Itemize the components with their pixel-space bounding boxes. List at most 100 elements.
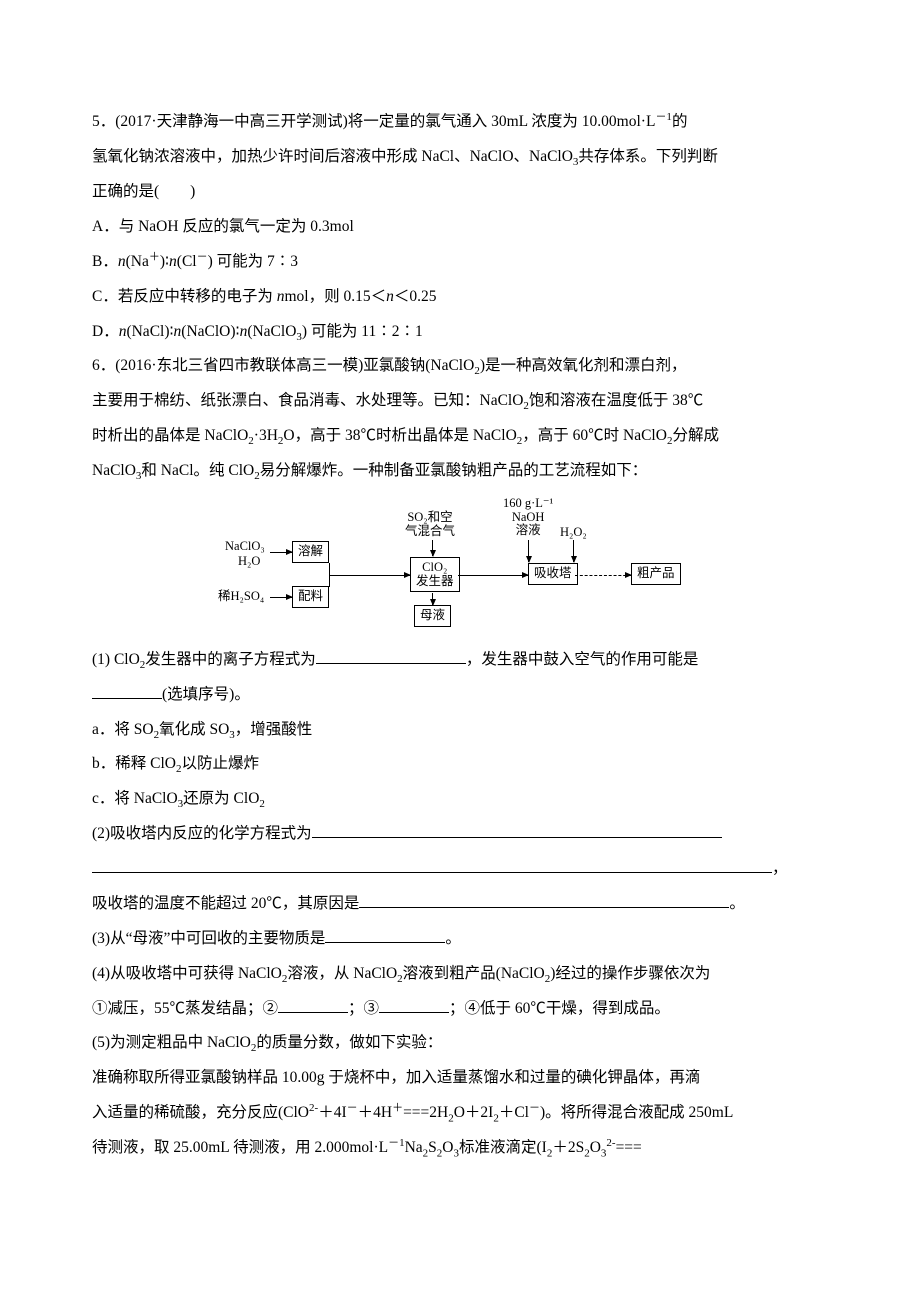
sup: 2- xyxy=(606,1137,615,1149)
var-n: n xyxy=(169,253,177,270)
text: 的质量分数，做如下实验： xyxy=(256,1034,442,1051)
arrow xyxy=(573,540,574,562)
text: 时析出的晶体是 NaClO xyxy=(92,427,248,444)
label-h2o2: H₂O₂ xyxy=(560,526,587,540)
arrow xyxy=(528,540,529,562)
text: ；③ xyxy=(348,1000,379,1017)
text: ＋4I xyxy=(318,1104,346,1121)
blank xyxy=(92,857,772,874)
arrow-dashed xyxy=(575,575,631,576)
q5-stem-line3: 正确的是( ) xyxy=(92,175,828,210)
text: 溶液到粗产品(NaClO xyxy=(403,965,545,982)
text: 和 NaCl。纯 ClO xyxy=(141,462,254,479)
text: ＋Cl xyxy=(499,1104,529,1121)
text: (3)从“母液”中可回收的主要物质是 xyxy=(92,930,325,947)
q5-option-a: A．与 NaOH 反应的氯气一定为 0.3mol xyxy=(92,210,828,245)
label-naoh: 160 g·L⁻¹ NaOH 溶液 xyxy=(503,497,553,538)
sup: － xyxy=(197,251,208,263)
text: 6．(2016·东北三省四市教联体高三一模)亚氯酸钠(NaClO xyxy=(92,357,474,374)
text: ；④低于 60℃干燥，得到成品。 xyxy=(449,1000,670,1017)
text: 易分解爆炸。一种制备亚氯酸钠粗产品的工艺流程如下： xyxy=(260,462,648,479)
line xyxy=(329,575,330,587)
text: 氧化成 SO xyxy=(159,721,229,738)
text: ，发生器中鼓入空气的作用可能是 xyxy=(466,651,699,668)
text: )。将所得混合液配成 250mL xyxy=(540,1104,733,1121)
text: Na xyxy=(405,1139,423,1156)
text: 吸收塔的温度不能超过 20℃，其原因是 xyxy=(92,895,359,912)
arrow xyxy=(388,575,410,576)
text: ＋2S xyxy=(552,1139,584,1156)
text: B． xyxy=(92,253,118,270)
text: 溶液，从 NaClO xyxy=(287,965,397,982)
text: 主要用于棉纺、纸张漂白、食品消毒、水处理等。已知：NaClO xyxy=(92,392,523,409)
box-product: 粗产品 xyxy=(631,563,681,585)
sup: ＋ xyxy=(149,251,160,263)
text: O＋2I xyxy=(454,1104,494,1121)
q6-stem-line3: 时析出的晶体是 NaClO2·3H2O，高于 38℃时析出晶体是 NaClO2，… xyxy=(92,419,828,454)
blank xyxy=(312,822,722,839)
blank xyxy=(325,926,445,943)
text: )是一种高效氧化剂和漂白剂， xyxy=(480,357,687,374)
text: (Cl xyxy=(177,253,197,270)
sup: －1 xyxy=(655,111,672,123)
sup: －1 xyxy=(388,1137,405,1149)
q6-stem-line2: 主要用于棉纺、纸张漂白、食品消毒、水处理等。已知：NaClO2饱和溶液在温度低于… xyxy=(92,384,828,419)
sub: 2 xyxy=(259,798,265,810)
text: 还原为 ClO xyxy=(183,790,259,807)
q6-p1-line2: (选填序号)。 xyxy=(92,678,828,713)
text: (NaCl)∶ xyxy=(126,323,173,340)
blank xyxy=(278,996,348,1013)
text: ，高于 60℃时 NaClO xyxy=(522,427,667,444)
q6-p2-line1: (2)吸收塔内反应的化学方程式为 xyxy=(92,817,828,852)
sup: － xyxy=(347,1102,358,1114)
text: )∶ xyxy=(160,253,169,270)
arrow xyxy=(432,540,433,556)
sup: 2- xyxy=(309,1102,318,1114)
blank xyxy=(92,682,162,699)
text: 以防止爆炸 xyxy=(181,755,259,772)
label-h2so4: 稀H₂SO₄ xyxy=(218,590,264,604)
text: 共存体系。下列判断 xyxy=(578,148,718,165)
line xyxy=(329,563,330,575)
q6-p5-line3: 入适量的稀硫酸，充分反应(ClO2-＋4I－＋4H＋===2H2O＋2I2＋Cl… xyxy=(92,1096,828,1131)
q6-p4-line2: ①减压，55℃蒸发结晶；② ；③ ；④低于 60℃干燥，得到成品。 xyxy=(92,992,828,1027)
q5-option-c: C．若反应中转移的电子为 nmol，则 0.15＜n＜0.25 xyxy=(92,280,828,315)
q5-option-d: D．n(NaCl)∶n(NaClO)∶n(NaClO3) 可能为 11∶2∶1 xyxy=(92,315,828,350)
box-mother-liquid: 母液 xyxy=(414,605,451,627)
text: a．将 SO xyxy=(92,721,154,738)
text: ) 可能为 11∶2∶1 xyxy=(302,323,423,340)
text: 待测液，取 25.00mL 待测液，用 2.000mol·L xyxy=(92,1139,388,1156)
text: (Na xyxy=(126,253,149,270)
blank xyxy=(379,996,449,1013)
text: 发生器中的离子方程式为 xyxy=(145,651,316,668)
text: )经过的操作步骤依次为 xyxy=(550,965,710,982)
text: (1) ClO xyxy=(92,651,140,668)
text: ①减压，55℃蒸发结晶；② xyxy=(92,1000,278,1017)
blank xyxy=(316,647,466,664)
text: ＜0.25 xyxy=(394,288,437,305)
var-n: n xyxy=(118,253,126,270)
q6-stem-line1: 6．(2016·东北三省四市教联体高三一模)亚氯酸钠(NaClO2)是一种高效氧… xyxy=(92,349,828,384)
line xyxy=(329,575,389,576)
text: === xyxy=(616,1139,642,1156)
text: 。 xyxy=(729,895,745,912)
text: ＋4H xyxy=(358,1104,392,1121)
text: (NaClO xyxy=(247,323,296,340)
text: (4)从吸收塔中可获得 NaClO xyxy=(92,965,282,982)
text: (选填序号)。 xyxy=(162,686,250,703)
flowchart: NaClO₃ H₂O 稀H₂SO₄ 溶解 配料 SO₂和空 气混合气 ClO₂ … xyxy=(92,495,828,639)
box-dissolve: 溶解 xyxy=(292,541,329,563)
text: C．若反应中转移的电子为 xyxy=(92,288,277,305)
arrow xyxy=(270,552,292,553)
text: mol，则 0.15＜ xyxy=(284,288,386,305)
box-clo2-gen: ClO₂ 发生器 xyxy=(410,557,460,593)
text: ) 可能为 7∶3 xyxy=(208,253,298,270)
q6-p1-a: a．将 SO2氧化成 SO3，增强酸性 xyxy=(92,713,828,748)
q5-option-b: B．n(Na＋)∶n(Cl－) 可能为 7∶3 xyxy=(92,245,828,280)
text: (NaClO)∶ xyxy=(181,323,239,340)
text: c．将 NaClO xyxy=(92,790,178,807)
arrow xyxy=(432,593,433,605)
box-absorb: 吸收塔 xyxy=(528,563,578,585)
text: O，高于 38℃时析出晶体是 NaClO xyxy=(283,427,516,444)
text: NaClO xyxy=(92,462,136,479)
